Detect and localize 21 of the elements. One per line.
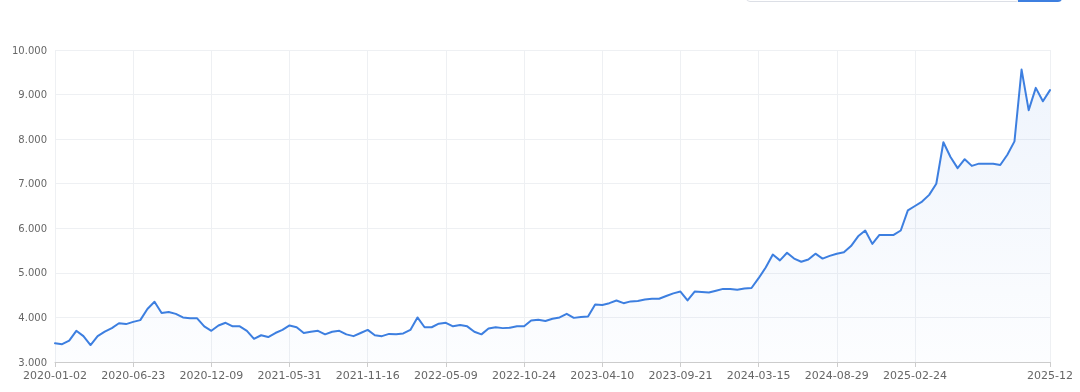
x-tick-label: 2023-09-21 [648, 369, 713, 382]
x-tick-label: 2020-01-02 [23, 369, 87, 382]
x-tick-label: 2020-12-09 [179, 369, 244, 382]
x-tick-label: 2022-10-24 [492, 369, 557, 382]
x-tick-label: 2025-12 [1027, 369, 1073, 382]
y-tick-label: 8.000 [18, 133, 47, 145]
y-tick-label: 3.000 [18, 356, 47, 368]
y-tick-label: 5.000 [18, 267, 47, 279]
x-tick-label: 2020-06-23 [101, 369, 166, 382]
y-tick-label: 7.000 [18, 178, 47, 190]
y-tick-label: 6.000 [18, 222, 47, 234]
y-tick-label: 10.000 [12, 44, 47, 56]
x-tick-label: 2024-03-15 [726, 369, 791, 382]
x-tick-label: 2021-05-31 [257, 369, 322, 382]
x-tick-label: 2021-11-16 [335, 369, 400, 382]
x-tick-label: 2024-08-29 [804, 369, 869, 382]
x-tick-label: 2023-04-10 [570, 369, 635, 382]
y-tick-label: 4.000 [18, 311, 47, 323]
x-tick-label: 2025-02-24 [883, 369, 947, 382]
x-tick-label: 2022-05-09 [413, 369, 478, 382]
y-tick-label: 9.000 [18, 89, 47, 101]
